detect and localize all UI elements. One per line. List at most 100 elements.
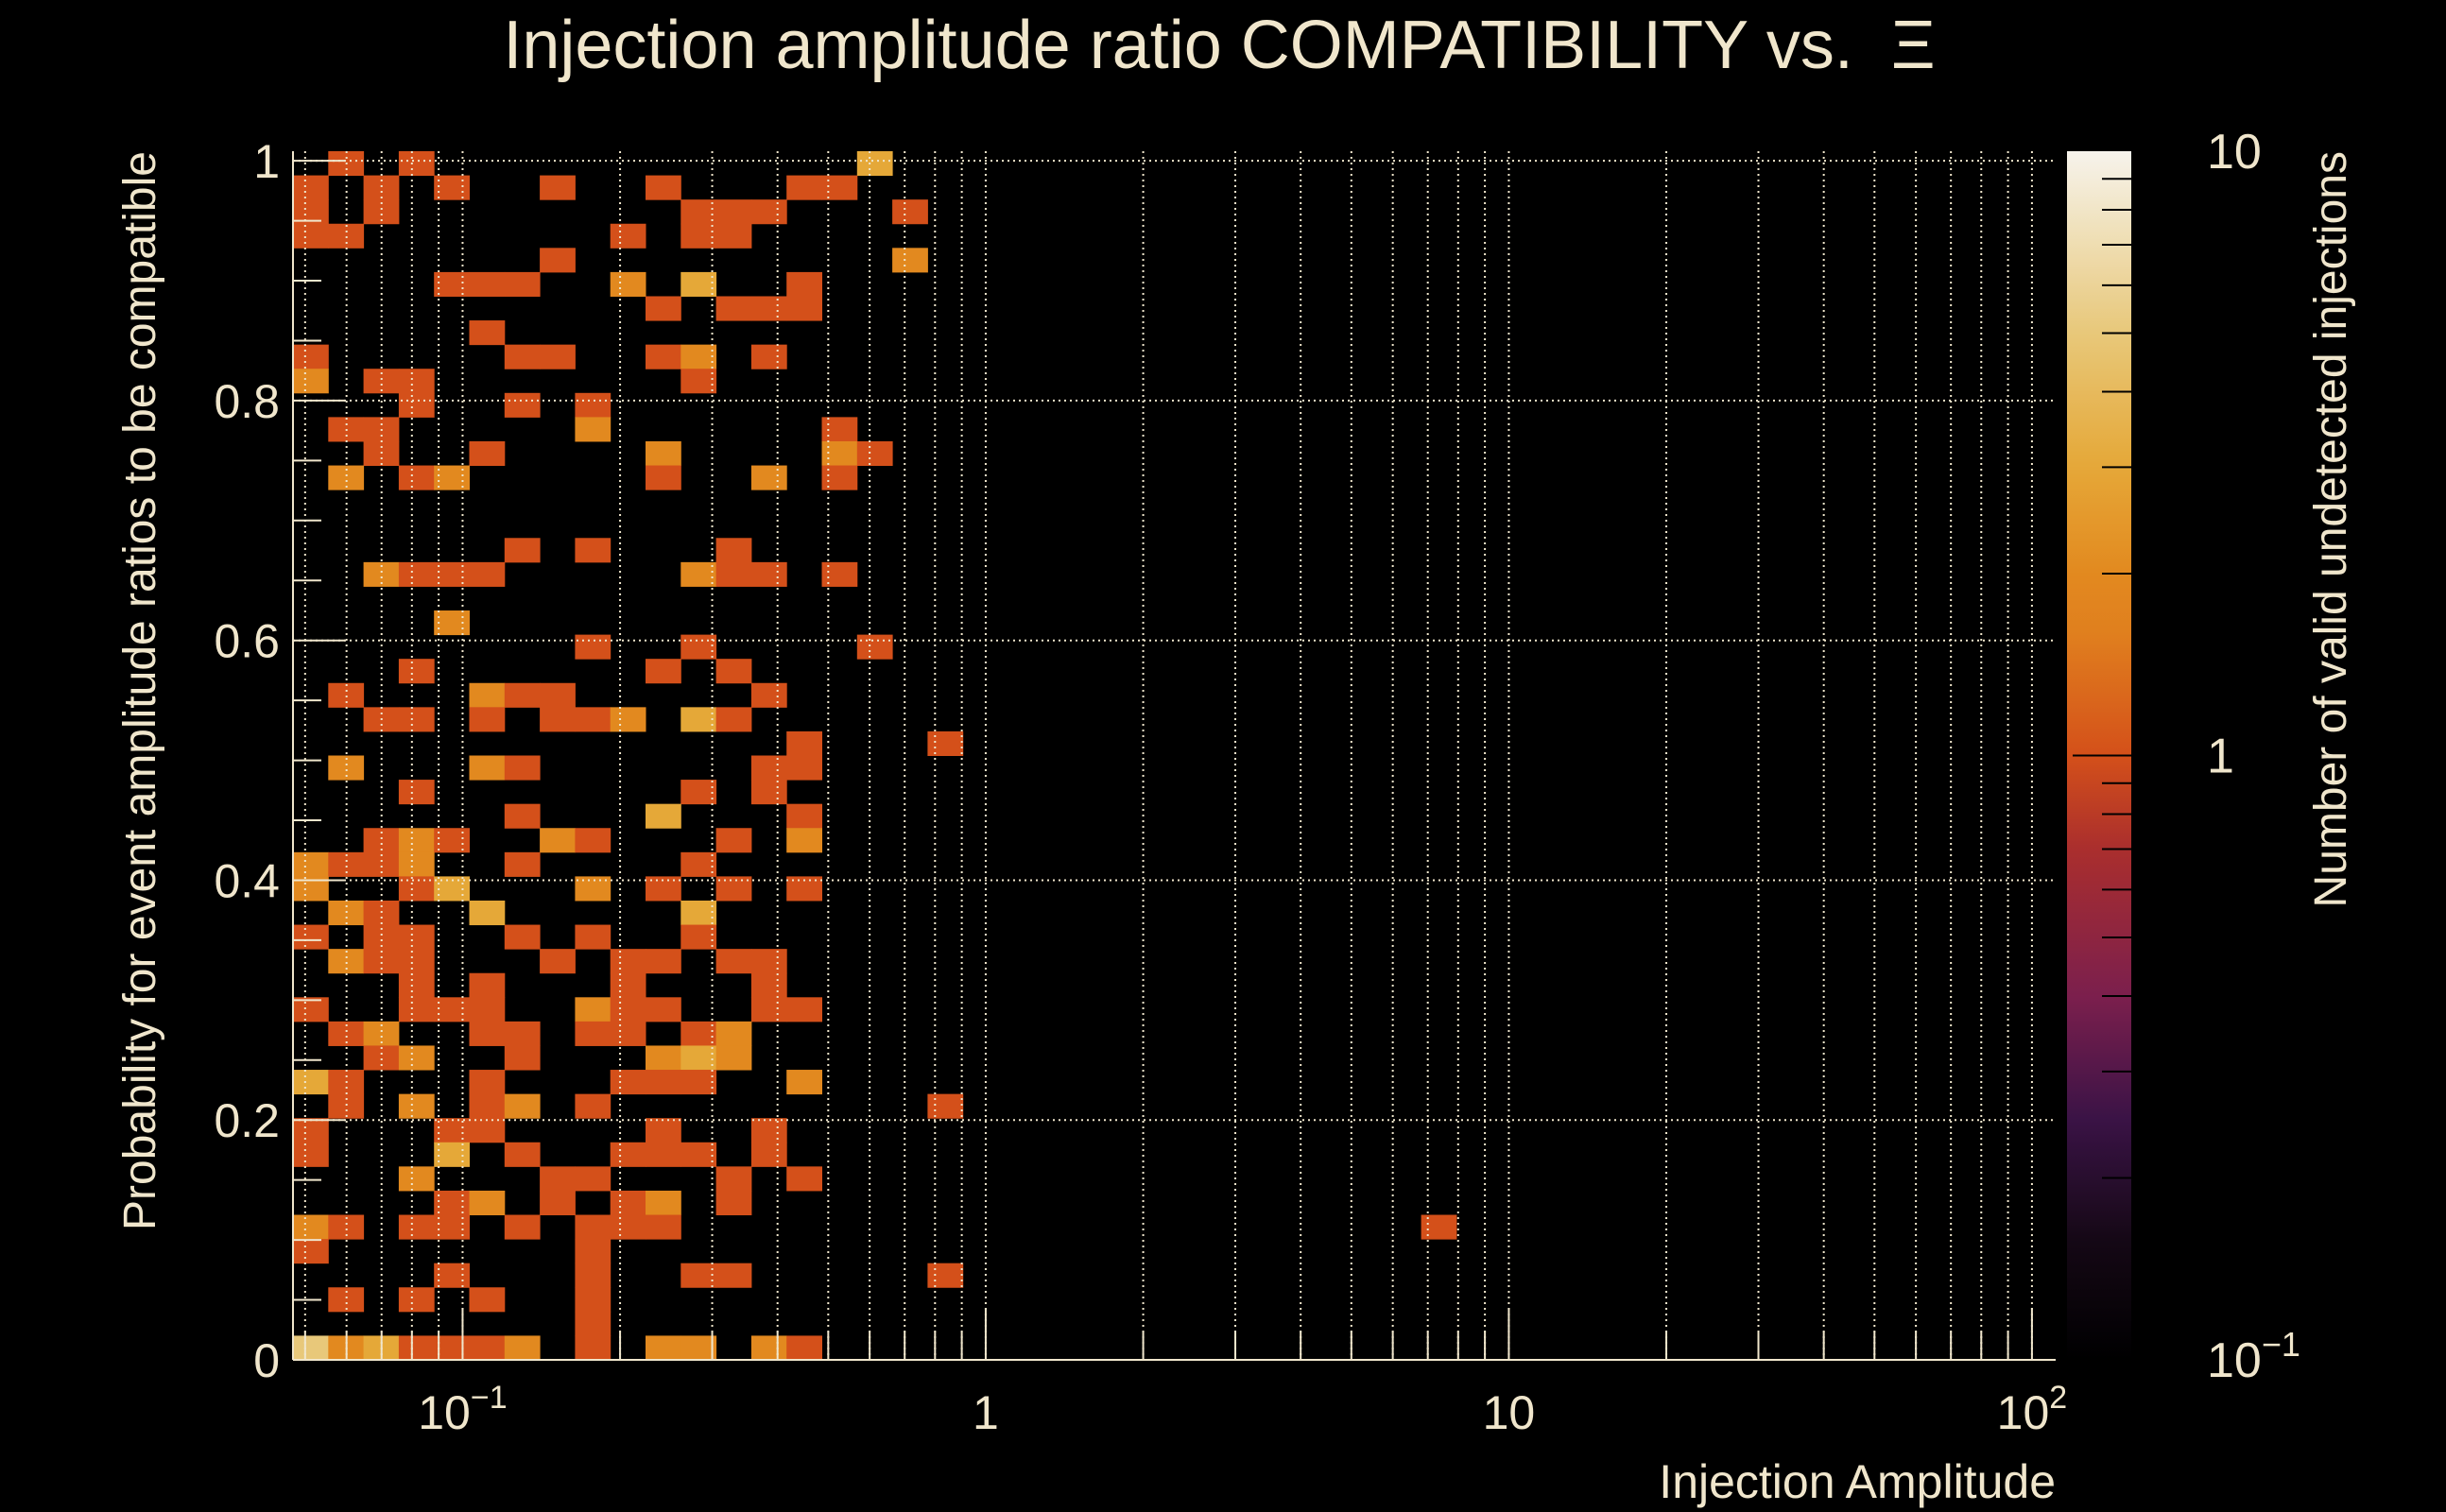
heatmap-cell bbox=[293, 851, 329, 877]
heatmap-cell bbox=[575, 1263, 612, 1288]
heatmap-cell bbox=[504, 803, 541, 829]
heatmap-cell bbox=[575, 417, 612, 442]
heatmap-cell bbox=[715, 199, 752, 225]
heatmap-cell bbox=[575, 1311, 612, 1336]
heatmap-cell bbox=[504, 1214, 541, 1240]
heatmap-cell bbox=[786, 803, 822, 829]
heatmap-cell bbox=[750, 1142, 787, 1167]
colorbar-ticks: 10 1 10−1 bbox=[2073, 125, 2300, 1388]
heatmap-cell bbox=[646, 465, 681, 490]
colorbar-tick-label-exponent: −1 bbox=[2262, 1325, 2300, 1364]
heatmap-cell bbox=[715, 949, 752, 974]
heatmap-cell bbox=[363, 949, 400, 974]
heatmap-cell bbox=[750, 997, 787, 1022]
heatmap-cell bbox=[610, 949, 646, 974]
heatmap-cell bbox=[680, 369, 717, 394]
heatmap-cell bbox=[715, 223, 752, 249]
heatmap-cell bbox=[575, 392, 612, 418]
heatmap-cell bbox=[469, 1093, 506, 1119]
heatmap-cell bbox=[293, 1239, 329, 1264]
heatmap-cell bbox=[575, 828, 612, 853]
heatmap-cell bbox=[927, 730, 964, 756]
heatmap-cell bbox=[680, 780, 717, 805]
heatmap-cell bbox=[434, 828, 470, 853]
heatmap-cell bbox=[398, 659, 435, 684]
heatmap-cell bbox=[540, 1190, 576, 1216]
heatmap-cell bbox=[328, 949, 365, 974]
heatmap-cell bbox=[398, 392, 435, 418]
y-tick-label: 0 bbox=[253, 1334, 280, 1387]
heatmap-cell bbox=[750, 199, 787, 225]
heatmap-cell bbox=[469, 997, 506, 1022]
heatmap-cell bbox=[398, 707, 435, 732]
heatmap-cell bbox=[293, 924, 329, 950]
heatmap-cells bbox=[293, 151, 1457, 1361]
heatmap-cell bbox=[469, 1070, 506, 1095]
heatmap-cell bbox=[610, 1214, 646, 1240]
heatmap-cell bbox=[750, 682, 787, 708]
heatmap-cell bbox=[434, 610, 470, 636]
heatmap-cell bbox=[434, 1190, 470, 1216]
heatmap-cell bbox=[434, 1335, 470, 1361]
heatmap-cell bbox=[540, 344, 576, 369]
heatmap-cell bbox=[434, 561, 470, 587]
heatmap-cell bbox=[504, 344, 541, 369]
heatmap-cell bbox=[504, 755, 541, 781]
heatmap-cell bbox=[328, 223, 365, 249]
y-tick-label: 0.2 bbox=[214, 1094, 280, 1147]
heatmap-cell bbox=[610, 1190, 646, 1216]
heatmap-cell bbox=[293, 1142, 329, 1167]
heatmap-cell bbox=[575, 538, 612, 563]
heatmap-cell bbox=[786, 755, 822, 781]
heatmap-cell bbox=[680, 271, 717, 297]
x-tick-label-exponent: 2 bbox=[2049, 1380, 2067, 1416]
heatmap-cell bbox=[398, 369, 435, 394]
heatmap-cell bbox=[293, 344, 329, 369]
heatmap-cell bbox=[646, 1214, 681, 1240]
heatmap-cell bbox=[786, 828, 822, 853]
heatmap-cell bbox=[856, 634, 893, 660]
heatmap-cell bbox=[610, 707, 646, 732]
heatmap-cell bbox=[750, 561, 787, 587]
heatmap-cell bbox=[328, 900, 365, 926]
heatmap-cell bbox=[575, 1214, 612, 1240]
heatmap-cell bbox=[398, 1045, 435, 1071]
heatmap-cell bbox=[715, 1190, 752, 1216]
heatmap-cell bbox=[750, 780, 787, 805]
heatmap-cell bbox=[856, 151, 893, 177]
heatmap-cell bbox=[646, 659, 681, 684]
heatmap-cell bbox=[646, 175, 681, 200]
heatmap-cell bbox=[680, 634, 717, 660]
heatmap-cell bbox=[646, 1190, 681, 1216]
heatmap-cell bbox=[680, 924, 717, 950]
heatmap-cell bbox=[504, 538, 541, 563]
heatmap-cell bbox=[715, 1045, 752, 1071]
heatmap-cell bbox=[293, 175, 329, 200]
heatmap-cell bbox=[680, 1263, 717, 1288]
heatmap-cell bbox=[610, 972, 646, 998]
heatmap-cell bbox=[504, 924, 541, 950]
heatmap-cell bbox=[892, 248, 928, 273]
x-tick-label: 10 bbox=[1483, 1386, 1536, 1439]
y-axis-title: Probability for event amplitude ratios t… bbox=[115, 151, 165, 1230]
heatmap-cell bbox=[469, 440, 506, 467]
heatmap-cell bbox=[398, 151, 435, 177]
heatmap-cell bbox=[293, 369, 329, 394]
heatmap-cell bbox=[540, 707, 576, 732]
heatmap-cell bbox=[293, 1335, 329, 1361]
x-axis-title: Injection Amplitude bbox=[1659, 1455, 2056, 1508]
heatmap-cell bbox=[892, 199, 928, 225]
colorbar-tick-label: 10−1 bbox=[2207, 1325, 2300, 1388]
heatmap-cell bbox=[575, 1335, 612, 1361]
heatmap-cell bbox=[750, 755, 787, 781]
heatmap-cell bbox=[398, 972, 435, 998]
heatmap-cell bbox=[680, 223, 717, 249]
heatmap-cell bbox=[398, 1093, 435, 1119]
heatmap-cell bbox=[680, 851, 717, 877]
heatmap-cell bbox=[646, 344, 681, 369]
heatmap-cell bbox=[540, 828, 576, 853]
heatmap-cell bbox=[575, 634, 612, 660]
heatmap-cell bbox=[575, 997, 612, 1022]
heatmap-cell bbox=[646, 997, 681, 1022]
